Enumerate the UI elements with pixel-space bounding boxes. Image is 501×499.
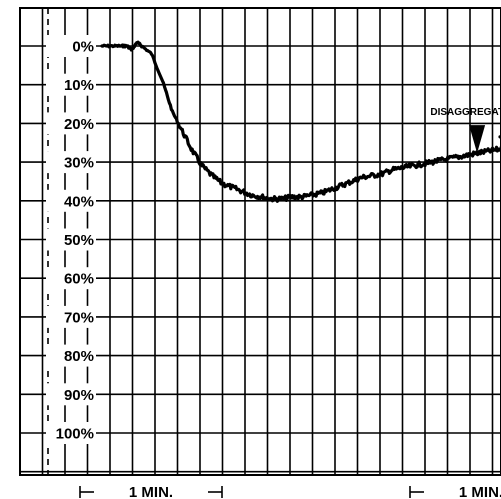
y-tick-label-background	[46, 422, 96, 444]
y-axis-tick-labels: 0% 10% 20% 30% 40% 50% 60% 70% 80% 90% 100%	[46, 35, 96, 444]
disaggregation-annotation: DISAGGREGATION	[430, 107, 501, 154]
y-tick-label-background	[46, 35, 96, 57]
disaggregation-arrow-icon	[469, 125, 486, 154]
y-tick-label: 20%	[64, 116, 94, 133]
y-tick-label: 80%	[64, 348, 94, 365]
y-tick-label: 100%	[56, 426, 94, 443]
plot-frame	[19, 7, 501, 476]
y-tick-label-background	[46, 73, 96, 96]
y-tick-label: 40%	[64, 193, 94, 210]
y-tick-label: 50%	[64, 232, 94, 249]
y-tick-label: 90%	[64, 387, 94, 404]
time-scale: 1 MIN. 1 MIN.	[79, 484, 501, 499]
y-tick-label-background	[46, 383, 96, 406]
time-scale-label: 1 MIN.	[129, 484, 173, 499]
y-tick-label: 10%	[64, 77, 94, 94]
y-tick-label-background	[46, 305, 96, 328]
y-tick-label-background	[46, 112, 96, 135]
y-tick-label-background	[46, 267, 96, 290]
y-tick-label-background	[46, 228, 96, 251]
time-scale-label: 1 MIN.	[459, 484, 501, 499]
y-tick-label: 0%	[72, 39, 94, 56]
y-tick-label: 70%	[64, 309, 94, 326]
aggregation-curve	[100, 40, 501, 203]
disaggregation-label: DISAGGREGATION	[430, 107, 501, 118]
y-tick-label-background	[46, 151, 96, 174]
y-tick-label: 60%	[64, 271, 94, 288]
y-tick-label-background	[46, 189, 96, 212]
y-tick-label: 30%	[64, 155, 94, 172]
y-tick-label-background	[46, 344, 96, 367]
